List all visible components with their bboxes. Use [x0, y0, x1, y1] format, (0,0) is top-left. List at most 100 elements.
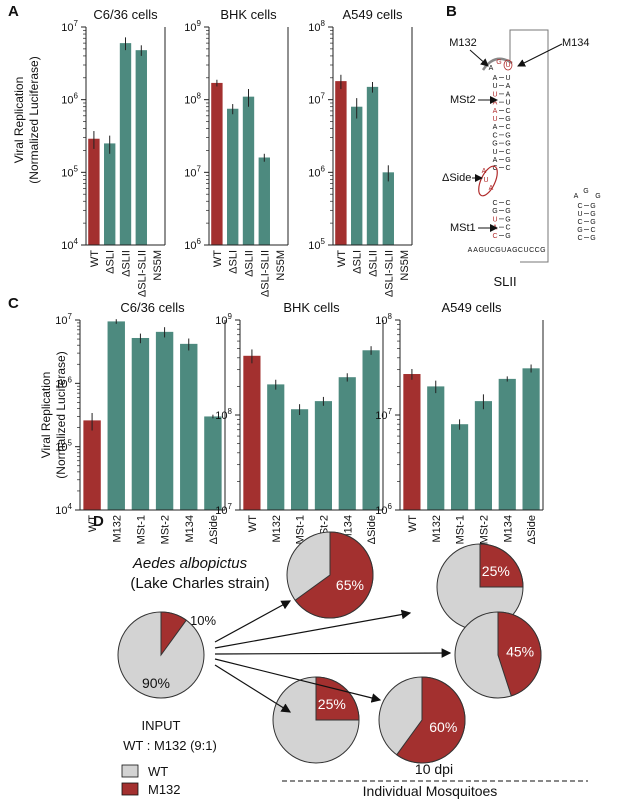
legend-m132-label: M132: [148, 782, 181, 797]
bar: [135, 50, 147, 246]
rna-bulge-base: U: [483, 177, 488, 184]
rna-base-right: C: [505, 149, 510, 156]
panel-b-letter: B: [446, 3, 457, 20]
rna-small-left: C: [577, 203, 582, 210]
y-tick-exponent: 6: [68, 375, 73, 384]
rna-base-left: C: [492, 165, 497, 172]
rna-base-right: G: [505, 116, 510, 123]
panel-a-ylabel-2: (Normalized Luciferase): [27, 56, 41, 183]
y-tick-label: 106: [308, 164, 325, 179]
y-tick-label: 107: [375, 407, 392, 422]
y-tick-label: 105: [61, 164, 78, 179]
y-tick-exponent: 5: [321, 237, 326, 246]
bar: [227, 108, 239, 245]
legend-m132-swatch: [121, 782, 139, 796]
rna-base-right: C: [505, 225, 510, 232]
bar: [335, 81, 347, 245]
structure-label: SLII: [493, 274, 516, 289]
y-tick-exponent: 5: [68, 439, 73, 448]
category-label: MSt-2: [478, 515, 490, 544]
y-tick-label: 104: [55, 502, 72, 517]
category-label: ΔSLII: [368, 250, 380, 277]
y-tick-label: 106: [184, 237, 201, 252]
pie-slice-m132: [294, 531, 374, 619]
rna-small-right: G: [590, 219, 595, 226]
bar: [258, 157, 270, 245]
category-label: NS5M: [275, 250, 287, 281]
rna-base-right: G: [505, 157, 510, 164]
rna-base-right: G: [505, 216, 510, 223]
category-label: WT: [407, 515, 419, 532]
y-tick-exponent: 8: [228, 407, 233, 416]
arrow-m134: [517, 43, 563, 67]
pie-label: 60%: [429, 719, 457, 735]
rna-bulge-base: A: [482, 168, 487, 175]
y-tick-label: 108: [375, 312, 392, 327]
bar: [366, 86, 379, 246]
rna-base-left: A: [493, 157, 498, 164]
y-tick-exponent: 7: [197, 164, 202, 173]
panel-c-ylabel-1: Viral Replication: [39, 372, 53, 459]
chart-a-bhk: BHK cells 106 107 108 109 WT ΔSLI ΔSLII ΔSLI-SLI…: [184, 7, 289, 297]
rna-bottom-base: C: [529, 247, 534, 254]
species-name: Aedes albopictus: [132, 555, 248, 572]
rna-base-right: C: [505, 124, 510, 131]
y-tick-exponent: 7: [68, 312, 73, 321]
label-m132: M132: [449, 37, 477, 49]
strain-name: (Lake Charles strain): [130, 575, 269, 592]
rna-base-left: A: [493, 75, 498, 82]
pie-label: 65%: [336, 577, 364, 593]
bar: [474, 401, 492, 510]
bar: [351, 106, 363, 245]
panel-d-letter: D: [93, 513, 104, 530]
bar: [243, 355, 261, 510]
rna-small-loop: G: [595, 193, 600, 200]
panel-a: A Viral Replication (Normalized Lucifera…: [8, 3, 413, 297]
category-label: WT: [89, 250, 101, 267]
panel-c: C Viral Replication (Normalized Lucifera…: [8, 295, 544, 544]
category-label: MSt-1: [295, 515, 307, 544]
pie-chart: 65%: [286, 531, 374, 619]
y-tick-exponent: 6: [74, 92, 79, 101]
rna-small-left: C: [577, 219, 582, 226]
input-ratio: WT : M132 (9:1): [123, 738, 217, 753]
rna-base-right: A: [506, 91, 511, 98]
bar: [119, 43, 132, 246]
arrow-to-pie-4: [214, 658, 382, 703]
y-tick-label: 109: [184, 19, 201, 34]
rna-small-loop: G: [583, 188, 588, 195]
rna-loop-base: G: [496, 59, 501, 66]
rna-base-left: U: [492, 83, 497, 90]
rna-loop-base: U: [505, 62, 510, 69]
bar: [242, 96, 255, 245]
bar: [403, 374, 421, 510]
rna-base-left: C: [492, 200, 497, 207]
y-tick-label: 104: [61, 237, 78, 252]
category-label: MSt-2: [160, 515, 172, 544]
rna-stem: AGUAUUAUAAUACUGACCGGGUCAGCCAUACCGGUGACCG…: [468, 59, 601, 254]
arrow-to-pie-2: [214, 609, 412, 649]
panel-b: B AGUAUUAUAAUACUGACCGGGUCAGCCAUACCGGUGAC…: [442, 3, 601, 289]
rna-base-right: A: [506, 83, 511, 90]
rna-base-left: C: [492, 132, 497, 139]
arrow-m132: [469, 49, 489, 67]
rna-base-right: G: [505, 141, 510, 148]
label-mst2: MSt2: [450, 94, 476, 106]
bar: [180, 343, 198, 510]
bar: [104, 143, 116, 245]
label-m134: M134: [562, 37, 590, 49]
pie-label: 25%: [482, 563, 510, 579]
y-tick-exponent: 7: [228, 502, 233, 511]
group-label: Individual Mosquitoes: [363, 783, 498, 799]
pie-chart: 25%: [436, 543, 524, 631]
y-tick-label: 107: [308, 92, 325, 107]
y-tick-exponent: 8: [197, 92, 202, 101]
y-tick-exponent: 7: [74, 19, 79, 28]
y-tick-exponent: 7: [321, 92, 326, 101]
input-wt-pct: 90%: [142, 675, 170, 691]
pie-chart: 60%: [378, 676, 466, 764]
y-tick-exponent: 5: [74, 164, 79, 173]
arrow-to-pie-1: [214, 600, 292, 643]
pie-slice-m132: [396, 676, 466, 764]
